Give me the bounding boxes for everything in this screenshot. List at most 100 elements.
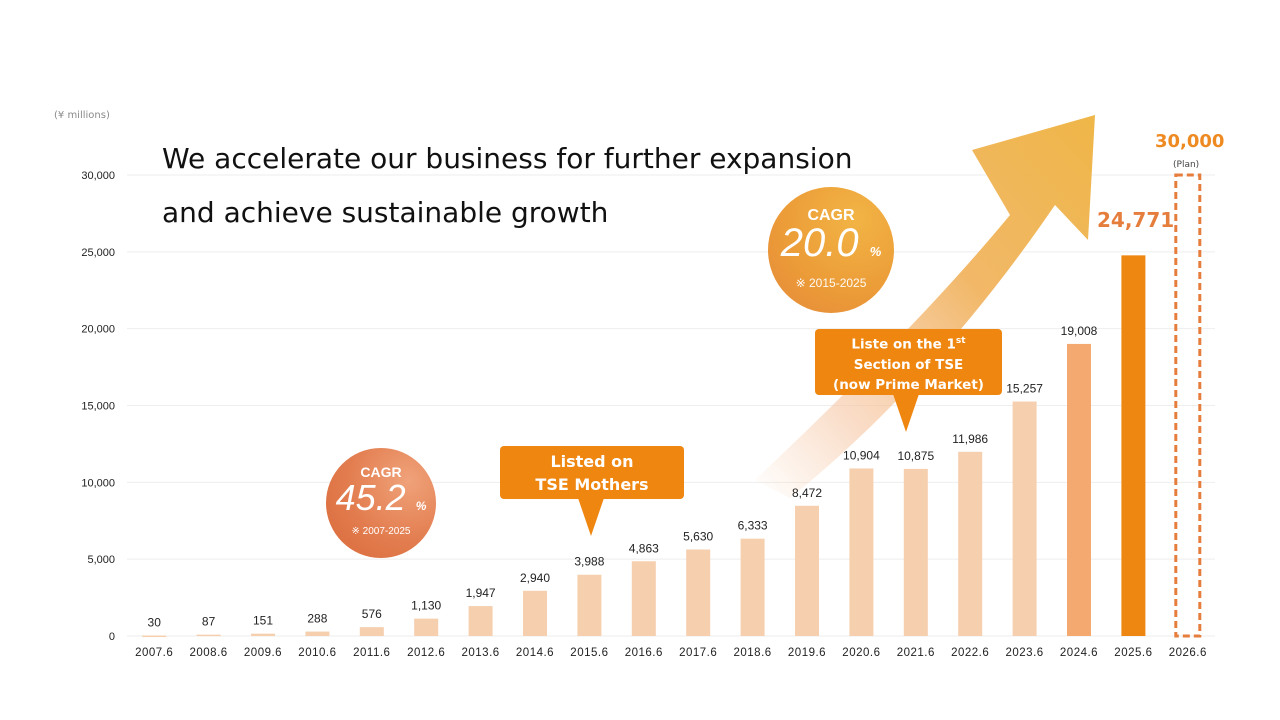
x-tick-label: 2015.6 [570,647,608,659]
cagr-number: 20.0 [780,221,859,265]
callout-line: Section of TSE [853,356,964,373]
bar [1121,255,1146,636]
x-tick-label: 2026.6 [1169,647,1207,659]
cagr-badge-2007-2025: CAGR 45.2 % ※ 2007-2025 [326,448,436,558]
plan-label: (Plan) [1173,160,1200,170]
x-tick-label: 2016.6 [625,647,663,659]
growth-arrow-icon [755,115,1095,498]
bar [849,468,874,636]
cagr-range: ※ 2007-2025 [351,526,411,537]
y-tick-label: 15,000 [81,401,115,413]
gridlines [127,174,1215,637]
bar [468,606,493,636]
callout-line: TSE Mothers [535,475,649,494]
bar [1012,401,1037,636]
value-label: 10,904 [843,448,880,462]
title-line-2: and achieve sustainable growth [162,196,609,229]
bar [795,505,819,636]
bar [523,590,547,636]
bar [414,618,439,636]
x-tick-label: 2009.6 [244,647,282,659]
bar [142,635,167,638]
value-label: 19,008 [1061,324,1098,338]
callout-text: Liste on the 1 [851,336,956,353]
x-tick-label: 2017.6 [679,647,717,659]
bar [251,633,275,636]
value-label: 5,630 [683,529,713,543]
value-label: 6,333 [738,519,768,533]
title-line-1: We accelerate our business for further e… [162,142,853,175]
bar-plan [1174,173,1202,638]
callout-line: (now Prime Market) [833,376,984,393]
bar [958,451,983,636]
value-label: 1,130 [411,599,441,613]
cagr-title: CAGR [807,207,855,224]
y-tick-label: 5,000 [87,554,115,566]
x-tick-label: 2012.6 [407,647,445,659]
x-tick-label: 2014.6 [516,647,554,659]
cagr-badge-2015-2025: CAGR 20.0 % ※ 2015-2025 [768,187,894,313]
x-tick-label: 2024.6 [1060,647,1098,659]
value-label: 10,875 [897,449,934,463]
x-tick-label: 2019.6 [788,647,826,659]
x-axis: 2007.6 2008.6 2009.6 2010.6 2011.6 2012.6 2013… [135,647,1207,659]
value-labels: 30 87 151 288 576 1,130 1,947 2,940 3,988 4,863 5,… [148,324,1098,630]
callout-superscript: st [955,336,966,346]
y-tick-label: 0 [109,631,115,643]
cagr-range: ※ 2015-2025 [795,276,867,290]
x-tick-label: 2011.6 [353,647,390,659]
cagr-percent: % [869,244,882,259]
value-label: 11,986 [952,432,988,446]
value-label: 3,988 [574,555,604,569]
bar [577,574,602,636]
cagr-percent: % [415,499,427,513]
x-tick-label: 2013.6 [462,647,500,659]
x-tick-label: 2007.6 [135,647,173,659]
unit-label: (¥ millions) [54,110,110,121]
x-tick-label: 2021.6 [897,647,935,659]
chart-title: We accelerate our business for further e… [162,132,852,240]
cagr-value: 45.2 % [326,480,436,524]
x-tick-label: 2008.6 [190,647,228,659]
bar [686,549,711,636]
x-tick-label: 2025.6 [1114,647,1152,659]
bar [631,561,656,636]
x-tick-label: 2023.6 [1006,647,1044,659]
value-label: 1,947 [466,586,496,600]
y-tick-label: 30,000 [81,170,115,182]
callout-line: Liste on the 1st [815,331,1002,355]
bar [1067,343,1091,636]
bar [740,538,765,636]
bar [196,634,221,637]
cagr-number: 45.2 [335,477,406,518]
x-tick-label: 2022.6 [951,647,989,659]
y-tick-label: 20,000 [81,324,115,336]
value-label: 288 [307,612,327,626]
callout-listed-tse-mothers: Listed on TSE Mothers [500,446,684,536]
value-label: 30 [148,616,162,630]
value-label-2025: 24,771 [1097,208,1175,232]
value-label: 2,940 [520,571,550,585]
value-label: 4,863 [629,541,659,555]
y-tick-label: 10,000 [81,477,115,489]
x-tick-label: 2020.6 [842,647,880,659]
bar [903,468,928,636]
y-tick-label: 25,000 [81,247,115,259]
y-axis: 0 5,000 10,000 15,000 20,000 25,000 30,000 [81,170,115,643]
value-label: 151 [253,614,273,628]
value-label: 8,472 [792,486,822,500]
callout-line: Listed on [550,452,634,471]
callout-listed-first-section: Liste on the 1st Section of TSE (now Pri… [815,329,1002,432]
cagr-value: 20.0 % [768,223,894,272]
bar [305,631,330,636]
bar [359,627,384,636]
value-label-2026-plan: 30,000 [1155,131,1225,152]
x-tick-label: 2018.6 [734,647,772,659]
cagr-title: CAGR [360,464,402,480]
x-tick-label: 2010.6 [298,647,336,659]
value-label: 87 [202,615,216,629]
bars [142,173,1202,638]
value-label: 576 [362,607,382,621]
value-label: 15,257 [1006,382,1043,396]
